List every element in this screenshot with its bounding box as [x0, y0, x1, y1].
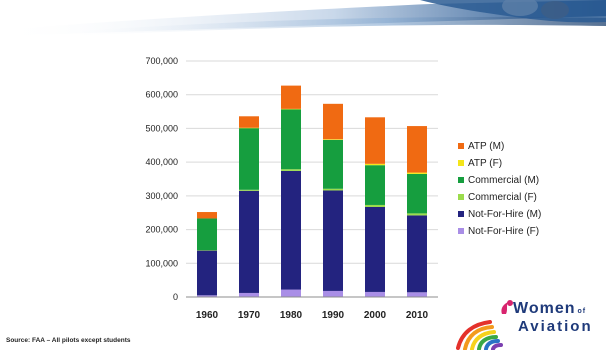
bar-segment — [281, 85, 301, 109]
legend-swatch — [458, 160, 464, 166]
y-tick-label: 200,000 — [145, 225, 178, 235]
legend-swatch — [458, 211, 464, 217]
x-tick-label: 2000 — [364, 310, 387, 321]
y-axis: 0 100,000 200,000 300,000 400,000 500,000 600,… — [145, 56, 178, 302]
logo-swoosh-icon — [456, 300, 513, 350]
x-tick-label: 1980 — [280, 310, 303, 321]
bar-segment — [365, 163, 385, 166]
bar-segment — [407, 213, 427, 216]
y-tick-label: 500,000 — [145, 123, 178, 133]
y-tick-label: 600,000 — [145, 90, 178, 100]
bars — [197, 85, 427, 297]
y-tick-label: 300,000 — [145, 191, 178, 201]
bar-segment — [365, 117, 385, 164]
legend-swatch — [458, 194, 464, 200]
x-tick-label: 1970 — [238, 310, 261, 321]
logo-text-aviation: Aviation — [518, 318, 593, 335]
bar-segment — [407, 126, 427, 173]
legend-label: Not-For-Hire (M) — [468, 209, 541, 220]
bar-segment — [197, 250, 217, 296]
bar-segment — [197, 295, 217, 297]
legend-swatch — [458, 143, 464, 149]
source-note: Source: FAA – All pilots except students — [6, 337, 131, 344]
x-tick-label: 2010 — [406, 310, 429, 321]
y-tick-label: 700,000 — [145, 56, 178, 66]
bar-segment — [239, 116, 259, 128]
bar-segment — [239, 292, 259, 297]
gridlines — [186, 60, 438, 298]
bar-segment — [281, 169, 301, 171]
legend-swatch — [458, 228, 464, 234]
bar-segment — [407, 172, 427, 174]
bar-segment — [323, 139, 343, 189]
x-tick-label: 1960 — [196, 310, 219, 321]
bar-segment — [323, 190, 343, 291]
y-tick-label: 100,000 — [145, 258, 178, 268]
bar-segment — [239, 128, 259, 190]
bar-segment — [323, 139, 343, 140]
legend-label: Not-For-Hire (F) — [468, 226, 539, 237]
legend-swatch — [458, 177, 464, 183]
bar-segment — [197, 218, 217, 251]
bar-segment — [323, 188, 343, 191]
x-tick-label: 1990 — [322, 310, 345, 321]
bar-segment — [281, 109, 301, 170]
bar-segment — [239, 127, 259, 129]
legend-label: Commercial (F) — [468, 192, 537, 203]
y-tick-label: 400,000 — [145, 157, 178, 167]
legend-label: Commercial (M) — [468, 175, 539, 186]
bar-segment — [365, 165, 385, 205]
bar-segment — [365, 291, 385, 297]
legend-label: ATP (M) — [468, 141, 504, 152]
x-axis: 1960 1970 1980 1990 2000 2010 — [186, 296, 438, 321]
bar-segment — [239, 190, 259, 293]
header-banner — [0, 0, 606, 36]
women-of-aviation-logo: Women of Aviation — [456, 298, 606, 350]
bar-segment — [407, 215, 427, 293]
bar-segment — [407, 173, 427, 214]
bar-segment — [365, 204, 385, 207]
legend-label: ATP (F) — [468, 158, 502, 169]
bar-segment — [281, 170, 301, 290]
bar-segment — [365, 206, 385, 292]
bar-segment — [281, 108, 301, 110]
bar-segment — [239, 189, 259, 191]
bar-segment — [407, 292, 427, 297]
bar-segment — [197, 212, 217, 219]
y-tick-label: 0 — [173, 292, 178, 302]
legend: ATP (M) ATP (F) Commercial (M) Commercial (… — [458, 141, 541, 237]
bar-segment — [281, 289, 301, 297]
bar-segment — [323, 103, 343, 140]
bar-segment — [197, 250, 217, 251]
logo-text-women: Women of — [513, 300, 587, 317]
bar-segment — [323, 290, 343, 297]
